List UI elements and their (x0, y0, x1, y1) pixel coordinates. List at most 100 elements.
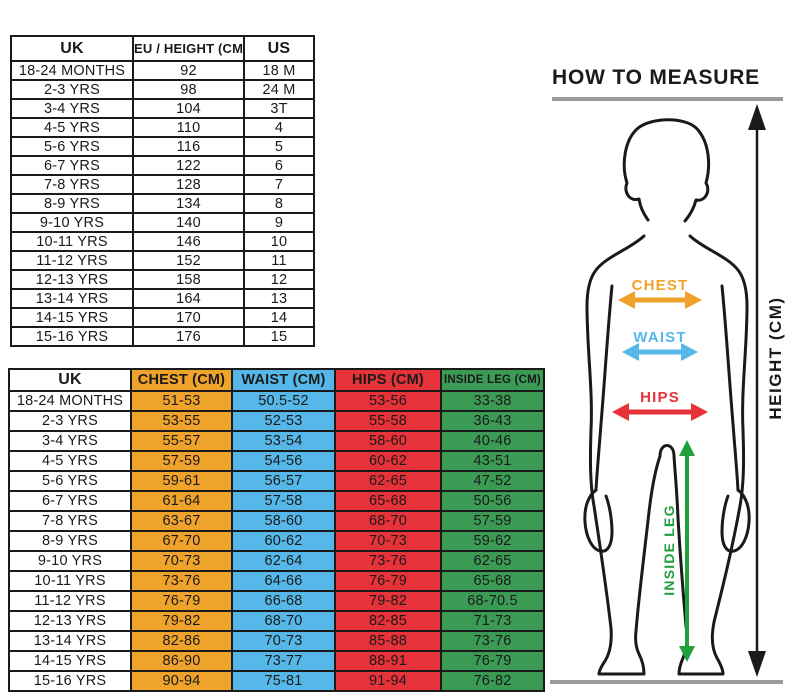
value-cell: 73-77 (231, 650, 336, 672)
hips-arrow (612, 403, 708, 421)
how-to-measure-figure: HEIGHT (CM) CHEST WAIST HIPS INSIDE (550, 97, 785, 684)
value-cell: 63-67 (130, 510, 233, 532)
chest-arrow (618, 291, 702, 309)
value-cell: 82-86 (130, 630, 233, 652)
value-cell: 134 (132, 193, 245, 214)
size-label-cell: 8-9 YRS (10, 193, 134, 214)
how-to-measure-title: HOW TO MEASURE (552, 66, 760, 89)
value-cell: 10 (243, 231, 315, 252)
header-row: UK EU / HEIGHT (CM) US (10, 35, 315, 62)
value-cell: 176 (132, 326, 245, 347)
value-cell: 75-81 (231, 670, 336, 692)
waist-arrow (622, 343, 698, 361)
value-cell: 6 (243, 155, 315, 176)
value-cell: 71-73 (440, 610, 545, 632)
value-cell: 57-58 (231, 490, 336, 512)
value-cell: 61-64 (130, 490, 233, 512)
size-label-cell: 18-24 MONTHS (8, 390, 132, 412)
size-label-cell: 12-13 YRS (10, 269, 134, 290)
value-cell: 122 (132, 155, 245, 176)
size-label-cell: 5-6 YRS (10, 136, 134, 157)
size-label-cell: 13-14 YRS (8, 630, 132, 652)
size-label-cell: 14-15 YRS (8, 650, 132, 672)
size-label-cell: 3-4 YRS (8, 430, 132, 452)
table-row: 4-5 YRS 57-59 54-56 60-62 43-51 (8, 450, 545, 472)
value-cell: 15 (243, 326, 315, 347)
value-cell: 62-64 (231, 550, 336, 572)
value-cell: 65-68 (440, 570, 545, 592)
column-header: INSIDE LEG (CM) (440, 368, 545, 392)
table-row: 14-15 YRS 86-90 73-77 88-91 76-79 (8, 650, 545, 672)
size-label-cell: 6-7 YRS (8, 490, 132, 512)
ground-line (550, 680, 783, 684)
value-cell: 70-73 (130, 550, 233, 572)
value-cell: 24 M (243, 79, 315, 100)
size-label-cell: 10-11 YRS (10, 231, 134, 252)
size-label-cell: 10-11 YRS (8, 570, 132, 592)
table-row: 8-9 YRS 67-70 60-62 70-73 59-62 (8, 530, 545, 552)
table-row: 13-14 YRS 164 13 (10, 288, 315, 309)
table-row: 13-14 YRS 82-86 70-73 85-88 73-76 (8, 630, 545, 652)
value-cell: 59-62 (440, 530, 545, 552)
table-row: 7-8 YRS 128 7 (10, 174, 315, 195)
crotch-outline (658, 444, 676, 458)
size-label-cell: 15-16 YRS (10, 326, 134, 347)
value-cell: 13 (243, 288, 315, 309)
size-label-cell: 14-15 YRS (10, 307, 134, 328)
value-cell: 66-68 (231, 590, 336, 612)
value-cell: 70-73 (231, 630, 336, 652)
value-cell: 60-62 (231, 530, 336, 552)
value-cell: 82-85 (334, 610, 442, 632)
value-cell: 56-57 (231, 470, 336, 492)
value-cell: 90-94 (130, 670, 233, 692)
value-cell: 88-91 (334, 650, 442, 672)
value-cell: 50-56 (440, 490, 545, 512)
table-row: 6-7 YRS 61-64 57-58 65-68 50-56 (8, 490, 545, 512)
value-cell: 62-65 (440, 550, 545, 572)
value-cell: 140 (132, 212, 245, 233)
size-label-cell: 2-3 YRS (10, 79, 134, 100)
value-cell: 9 (243, 212, 315, 233)
age-height-size-table: UK EU / HEIGHT (CM) US 18-24 MONTHS 92 18 M 2-… (10, 35, 315, 347)
size-label-cell: 9-10 YRS (10, 212, 134, 233)
value-cell: 11 (243, 250, 315, 271)
value-cell: 98 (132, 79, 245, 100)
value-cell: 55-58 (334, 410, 442, 432)
value-cell: 53-56 (334, 390, 442, 412)
value-cell: 53-54 (231, 430, 336, 452)
size-label-cell: 8-9 YRS (8, 530, 132, 552)
column-header: EU / HEIGHT (CM) (132, 35, 245, 62)
value-cell: 73-76 (334, 550, 442, 572)
value-cell: 65-68 (334, 490, 442, 512)
table-row: 14-15 YRS 170 14 (10, 307, 315, 328)
body-left-outline (585, 234, 662, 676)
value-cell: 68-70 (231, 610, 336, 632)
value-cell: 110 (132, 117, 245, 138)
table-row: 9-10 YRS 140 9 (10, 212, 315, 233)
height-label: HEIGHT (CM) (766, 296, 785, 419)
body-measurement-table: UK CHEST (CM) WAIST (CM) HIPS (CM) INSIDE LE… (8, 368, 545, 692)
value-cell: 79-82 (130, 610, 233, 632)
table-row: 18-24 MONTHS 51-53 50.5-52 53-56 33-38 (8, 390, 545, 412)
size-label-cell: 7-8 YRS (10, 174, 134, 195)
child-figure-outline (583, 118, 751, 676)
table-row: 5-6 YRS 59-61 56-57 62-65 47-52 (8, 470, 545, 492)
value-cell: 128 (132, 174, 245, 195)
table-row: 12-13 YRS 158 12 (10, 269, 315, 290)
value-cell: 62-65 (334, 470, 442, 492)
value-cell: 51-53 (130, 390, 233, 412)
value-cell: 104 (132, 98, 245, 119)
inside-leg-label: INSIDE LEG (661, 504, 677, 595)
table-row: 12-13 YRS 79-82 68-70 82-85 71-73 (8, 610, 545, 632)
table-row: 18-24 MONTHS 92 18 M (10, 60, 315, 81)
size-label-cell: 9-10 YRS (8, 550, 132, 572)
value-cell: 57-59 (440, 510, 545, 532)
value-cell: 76-79 (440, 650, 545, 672)
chest-label: CHEST (632, 277, 689, 294)
value-cell: 67-70 (130, 530, 233, 552)
table-row: 2-3 YRS 98 24 M (10, 79, 315, 100)
value-cell: 170 (132, 307, 245, 328)
value-cell: 68-70 (334, 510, 442, 532)
table-row: 15-16 YRS 90-94 75-81 91-94 76-82 (8, 670, 545, 692)
size-label-cell: 18-24 MONTHS (10, 60, 134, 81)
